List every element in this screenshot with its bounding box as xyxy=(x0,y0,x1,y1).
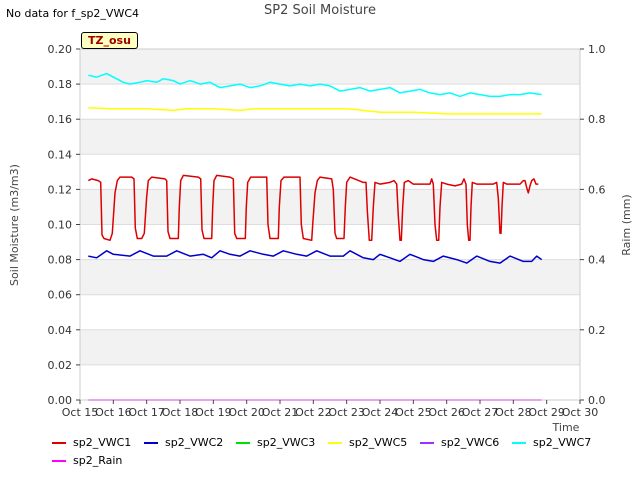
y-axis-ticks: 0.00 0.02 0.04 0.06 0.08 0.10 0.12 0.14 0.16 0.18… xyxy=(48,43,80,407)
x-axis-label: Time xyxy=(552,421,580,434)
y-tick-label: 0.10 xyxy=(48,219,73,232)
grid-bands xyxy=(80,48,580,401)
x-tick-label: Oct 18 xyxy=(162,406,199,419)
y2-tick-label: 0.4 xyxy=(588,254,606,267)
y2-tick-label: 0.8 xyxy=(588,113,606,126)
y-tick-label: 0.18 xyxy=(48,78,73,91)
x-tick-label: Oct 19 xyxy=(195,406,232,419)
y-axis-label: Soil Moisture (m3/m3) xyxy=(8,164,21,286)
series-line-sp2_VWC7 xyxy=(88,72,542,98)
x-tick-label: Oct 16 xyxy=(95,406,132,419)
y2-axis-label: Raim (mm) xyxy=(620,194,633,255)
grid-band xyxy=(80,189,580,225)
x-tick-label: Oct 25 xyxy=(395,406,432,419)
legend-label: sp2_Rain xyxy=(73,454,123,467)
legend-swatch xyxy=(512,442,526,444)
legend-swatch xyxy=(328,442,342,444)
legend-label: sp2_VWC3 xyxy=(257,436,316,449)
legend-label: sp2_VWC7 xyxy=(533,436,592,449)
y-tick-label: 0.06 xyxy=(48,289,73,302)
legend-label: sp2_VWC1 xyxy=(73,436,132,449)
y-tick-label: 0.00 xyxy=(48,394,73,407)
x-tick-label: Oct 27 xyxy=(462,406,499,419)
y2-tick-label: 0.0 xyxy=(588,394,606,407)
legend-label: sp2_VWC5 xyxy=(349,436,408,449)
y-tick-label: 0.16 xyxy=(48,113,73,126)
x-tick-label: Oct 17 xyxy=(128,406,165,419)
y2-tick-label: 1.0 xyxy=(588,43,606,56)
y-tick-label: 0.08 xyxy=(48,254,73,267)
grid-band xyxy=(80,119,580,155)
x-tick-label: Oct 29 xyxy=(528,406,565,419)
x-tick-label: Oct 23 xyxy=(328,406,365,419)
y2-tick-label: 0.6 xyxy=(588,183,606,196)
y-tick-label: 0.12 xyxy=(48,183,73,196)
x-tick-label: Oct 21 xyxy=(262,406,299,419)
y-tick-label: 0.02 xyxy=(48,359,73,372)
chart-title: SP2 Soil Moisture xyxy=(263,3,376,18)
x-tick-label: Oct 30 xyxy=(562,406,599,419)
legend-label: sp2_VWC2 xyxy=(165,436,224,449)
x-tick-label: Oct 28 xyxy=(495,406,532,419)
x-tick-label: Oct 15 xyxy=(62,406,99,419)
series-line-sp2_VWC1 xyxy=(87,174,539,242)
grid-band xyxy=(80,49,580,85)
legend-swatch xyxy=(52,460,66,462)
series-line-sp2_VWC2 xyxy=(88,250,543,264)
legend-label: sp2_VWC6 xyxy=(441,436,500,449)
legend-swatch xyxy=(420,442,434,444)
legend-swatch xyxy=(144,442,158,444)
y-tick-label: 0.20 xyxy=(48,43,73,56)
y2-tick-label: 0.2 xyxy=(588,324,606,337)
timezone-badge: TZ_osu xyxy=(81,32,138,49)
no-data-notice: No data for f_sp2_VWC4 xyxy=(6,7,140,20)
y-tick-label: 0.14 xyxy=(48,148,73,161)
grid-band xyxy=(80,329,580,365)
x-tick-label: Oct 26 xyxy=(428,406,465,419)
legend-swatch xyxy=(236,442,250,444)
legend-swatch xyxy=(52,442,66,444)
x-tick-label: Oct 24 xyxy=(362,406,399,419)
x-tick-label: Oct 22 xyxy=(295,406,332,419)
series-line-sp2_VWC5 xyxy=(88,107,542,115)
x-tick-label: Oct 20 xyxy=(228,406,265,419)
y-tick-label: 0.04 xyxy=(48,324,73,337)
y2-axis-ticks: 0.0 0.2 0.4 0.6 0.8 1.0 xyxy=(580,43,606,407)
grid-band xyxy=(80,259,580,295)
